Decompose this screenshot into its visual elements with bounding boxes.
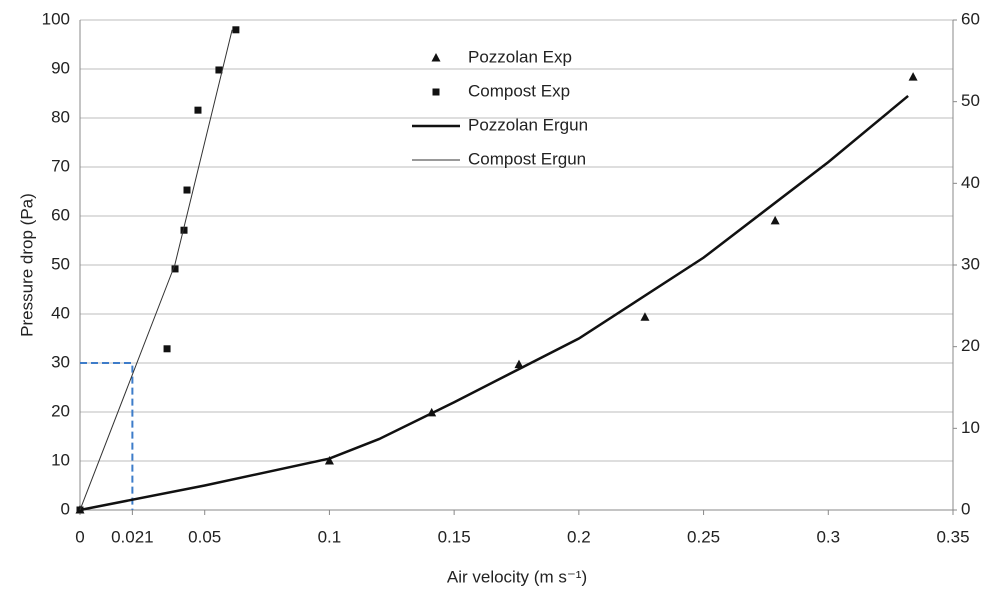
triangle-point (908, 72, 918, 81)
square-point (215, 66, 223, 74)
triangle-point (640, 312, 650, 321)
y-tick-label: 20 (51, 401, 70, 420)
y-tick-label: 40 (51, 303, 70, 322)
y-tick-label: 10 (51, 450, 70, 469)
x-tick-label: 0.35 (936, 527, 969, 546)
y-tick-label: 50 (51, 254, 70, 273)
y2-tick-label: 20 (961, 336, 980, 355)
x-tick-label: 0.021 (111, 527, 154, 546)
legend-label: Pozzolan Exp (468, 47, 572, 66)
y-tick-label: 80 (51, 107, 70, 126)
x-tick-label: 0.2 (567, 527, 591, 546)
guide-line (80, 362, 134, 510)
square-point (171, 265, 179, 273)
square-point (194, 106, 202, 114)
square-point (180, 226, 188, 234)
x-axis-label: Air velocity (m s⁻¹) (447, 567, 587, 586)
line (79, 94, 909, 512)
triangle-point (324, 456, 334, 465)
legend-label: Pozzolan Ergun (468, 115, 588, 134)
y2-tick-label: 50 (961, 91, 980, 110)
legend-marker (431, 53, 441, 62)
x-tick-label: 0.15 (438, 527, 471, 546)
y2-tick-label: 10 (961, 418, 980, 437)
y2-tick-label: 60 (961, 9, 980, 28)
y2-tick-label: 0 (961, 499, 970, 518)
x-tick-label: 0.1 (318, 527, 342, 546)
x-tick-label: 0.25 (687, 527, 720, 546)
y2-tick-label: 40 (961, 173, 980, 192)
triangle-point (514, 359, 524, 369)
y-axis-label: Pressure drop (Pa) (17, 193, 36, 337)
line (79, 29, 233, 511)
y-tick-label: 90 (51, 58, 70, 77)
x-tick-label: 0.05 (188, 527, 221, 546)
y-tick-label: 0 (61, 499, 70, 518)
square-point (163, 345, 171, 353)
triangle-point (770, 215, 780, 225)
y-tick-label: 70 (51, 156, 70, 175)
y-tick-label: 30 (51, 352, 70, 371)
legend-marker (432, 88, 440, 96)
y2-tick-label: 30 (961, 254, 980, 273)
x-tick-label: 0.3 (816, 527, 840, 546)
x-tick-label: 0 (75, 527, 84, 546)
y-tick-label: 100 (42, 9, 70, 28)
square-point (183, 186, 191, 194)
square-point (232, 26, 240, 34)
legend-label: Compost Exp (468, 81, 570, 100)
legend-label: Compost Ergun (468, 149, 586, 168)
y-tick-label: 60 (51, 205, 70, 224)
